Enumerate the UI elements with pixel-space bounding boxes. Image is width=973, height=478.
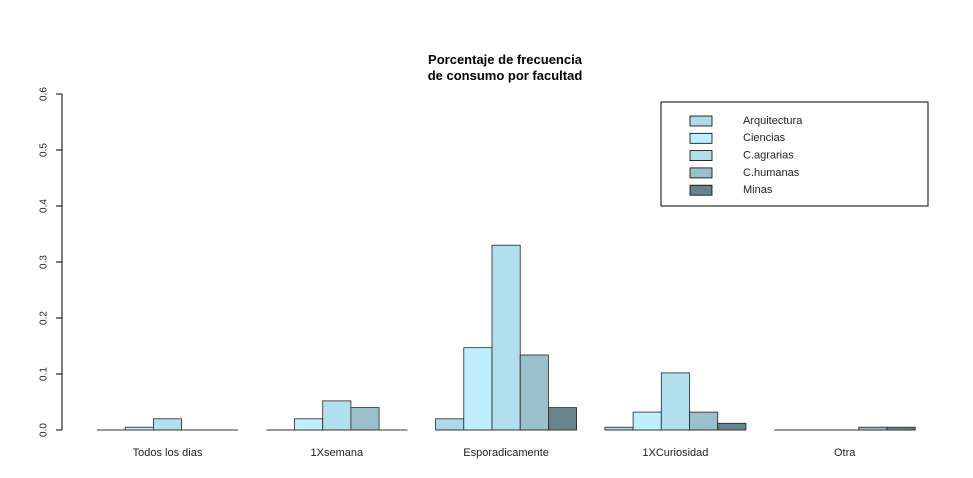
bar-c-agrarias: [491, 244, 521, 431]
bar-c-agrarias: [322, 400, 352, 431]
bar-minas: [548, 407, 578, 431]
y-tick-label: 0.1: [39, 367, 50, 381]
bar-ciencias: [632, 411, 662, 431]
category-label: 1Xsemana: [311, 447, 364, 459]
bar-c-agrarias: [660, 372, 690, 431]
legend-label: C.agrarias: [743, 150, 794, 162]
category-label: Todos los dias: [133, 447, 203, 459]
bar-ciencias: [463, 347, 493, 431]
bar-c-humanas: [689, 411, 719, 431]
legend-swatch: [689, 150, 713, 162]
legend-label: Arquitectura: [743, 115, 803, 127]
bar-arquitectura: [435, 418, 465, 431]
legend-swatch: [689, 184, 713, 196]
bars-group: [124, 244, 916, 431]
y-tick-label: 0.4: [39, 199, 50, 213]
y-tick-label: 0.2: [39, 311, 50, 325]
y-tick-label: 0.0: [39, 423, 50, 437]
category-label: Otra: [834, 447, 856, 459]
legend: Arquitectura Ciencias C.agrarias C.humanas M…: [660, 101, 929, 207]
legend-label: Ciencias: [743, 132, 786, 144]
legend-swatch: [689, 115, 713, 127]
chart-title-line-1: Porcentaje de frecuencia: [428, 52, 583, 67]
legend-swatch: [689, 167, 713, 179]
bar-ciencias: [294, 418, 324, 431]
category-label: 1XCuriosidad: [642, 447, 708, 459]
legend-label: C.humanas: [743, 167, 800, 179]
y-tick-label: 0.6: [39, 87, 50, 101]
bar-c-agrarias: [152, 418, 182, 431]
y-tick-label: 0.3: [39, 255, 50, 269]
chart-title-line-2: de consumo por facultad: [428, 68, 583, 83]
legend-label: Minas: [743, 184, 773, 196]
bar-c-humanas: [350, 407, 380, 431]
y-axis: 0.0 0.1 0.2 0.3 0.4 0.5 0.6: [39, 87, 63, 437]
bar-c-humanas: [519, 354, 549, 431]
bar-minas: [717, 422, 747, 431]
y-tick-label: 0.5: [39, 143, 50, 157]
category-label: Esporadicamente: [463, 447, 549, 459]
category-labels: Todos los dias 1Xsemana Esporadicamente 1XC…: [133, 447, 857, 459]
legend-swatch: [689, 132, 713, 144]
